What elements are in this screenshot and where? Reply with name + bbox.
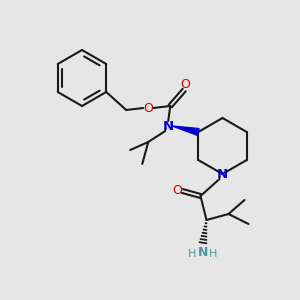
- Text: O: O: [172, 184, 182, 196]
- Text: O: O: [180, 77, 190, 91]
- Text: O: O: [143, 101, 153, 115]
- Text: N: N: [198, 247, 209, 260]
- Polygon shape: [172, 126, 199, 135]
- Text: H: H: [188, 249, 197, 259]
- Text: H: H: [209, 249, 218, 259]
- Text: N: N: [217, 167, 228, 181]
- Text: N: N: [163, 119, 174, 133]
